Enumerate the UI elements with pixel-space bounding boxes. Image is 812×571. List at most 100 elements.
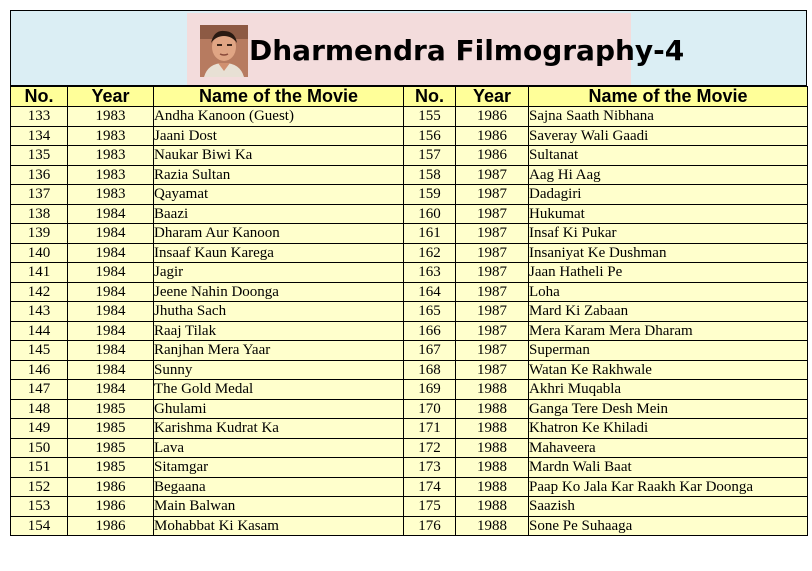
table-row: 147 1984 The Gold Medal 169 1988 Akhri Muqabl… [10,379,808,400]
film-year: 1986 [67,496,154,517]
title-box: Dharmendra Filmography-4 [187,13,684,85]
film-number: 148 [10,398,68,419]
film-name: Naukar Biwi Ka [153,145,404,166]
film-number: 151 [10,457,68,478]
film-name: Jeene Nahin Doonga [153,281,404,302]
table-row: 139 1984 Dharam Aur Kanoon 161 1987 Insaf Ki … [10,223,808,244]
film-number: 152 [10,476,68,497]
film-year: 1986 [67,515,154,536]
film-number: 143 [10,301,68,322]
film-name: Sajna Saath Nibhana [528,106,808,127]
film-number: 140 [10,242,68,263]
film-year: 1985 [67,457,154,478]
film-number: 172 [403,437,456,458]
film-name: Jagir [153,262,404,283]
film-number: 165 [403,301,456,322]
film-name: Watan Ke Rakhwale [528,359,808,380]
table-row: 154 1986 Mohabbat Ki Kasam 176 1988 Sone Pe S… [10,515,808,536]
film-name: Sone Pe Suhaaga [528,515,808,536]
film-number: 136 [10,164,68,185]
table-row: 152 1986 Begaana 174 1988 Paap Ko Jala Kar Ra… [10,476,808,497]
film-year: 1987 [455,301,529,322]
film-name: Aag Hi Aag [528,164,808,185]
table-row: 135 1983 Naukar Biwi Ka 157 1986 Sultanat [10,145,808,166]
filmography-table: No. Year Name of the Movie No. Year Name… [10,86,808,536]
film-year: 1987 [455,223,529,244]
table-row: 146 1984 Sunny 168 1987 Watan Ke Rakhwale [10,359,808,380]
film-year: 1987 [455,262,529,283]
film-number: 153 [10,496,68,517]
film-number: 164 [403,281,456,302]
film-name: Begaana [153,476,404,497]
film-name: Paap Ko Jala Kar Raakh Kar Doonga [528,476,808,497]
film-year: 1985 [67,418,154,439]
film-year: 1984 [67,320,154,341]
film-number: 134 [10,125,68,146]
film-number: 162 [403,242,456,263]
film-year: 1985 [67,398,154,419]
film-number: 133 [10,106,68,127]
film-name: Saazish [528,496,808,517]
table-row: 149 1985 Karishma Kudrat Ka 171 1988 Khatron … [10,418,808,439]
film-name: Mera Karam Mera Dharam [528,320,808,341]
film-name: Raaj Tilak [153,320,404,341]
column-header-no: No. [403,86,456,107]
film-name: Razia Sultan [153,164,404,185]
film-name: Lava [153,437,404,458]
table-row: 144 1984 Raaj Tilak 166 1987 Mera Karam Mera … [10,320,808,341]
film-name: Mardn Wali Baat [528,457,808,478]
page-title: Dharmendra Filmography-4 [249,34,685,67]
film-number: 159 [403,184,456,205]
film-number: 147 [10,379,68,400]
film-number: 144 [10,320,68,341]
film-name: Insaaf Kaun Karega [153,242,404,263]
film-name: The Gold Medal [153,379,404,400]
film-name: Hukumat [528,203,808,224]
table-row: 150 1985 Lava 172 1988 Mahaveera [10,437,808,458]
table-row: 151 1985 Sitamgar 173 1988 Mardn Wali Baat [10,457,808,478]
film-name: Superman [528,340,808,361]
table-row: 153 1986 Main Balwan 175 1988 Saazish [10,496,808,517]
film-name: Sitamgar [153,457,404,478]
film-name: Ganga Tere Desh Mein [528,398,808,419]
film-number: 146 [10,359,68,380]
film-number: 167 [403,340,456,361]
table-row: 137 1983 Qayamat 159 1987 Dadagiri [10,184,808,205]
film-name: Mohabbat Ki Kasam [153,515,404,536]
film-year: 1986 [67,476,154,497]
film-name: Dharam Aur Kanoon [153,223,404,244]
film-number: 163 [403,262,456,283]
film-name: Sunny [153,359,404,380]
film-year: 1983 [67,145,154,166]
film-year: 1984 [67,242,154,263]
table-row: 143 1984 Jhutha Sach 165 1987 Mard Ki Zabaan [10,301,808,322]
film-year: 1983 [67,106,154,127]
film-year: 1984 [67,301,154,322]
table-row: 138 1984 Baazi 160 1987 Hukumat [10,203,808,224]
film-year: 1987 [455,164,529,185]
film-number: 138 [10,203,68,224]
film-name: Sultanat [528,145,808,166]
film-number: 173 [403,457,456,478]
film-number: 142 [10,281,68,302]
film-year: 1987 [455,281,529,302]
film-number: 170 [403,398,456,419]
actor-portrait-icon [200,25,248,77]
table-row: 148 1985 Ghulami 170 1988 Ganga Tere Desh Mei… [10,398,808,419]
table-row: 141 1984 Jagir 163 1987 Jaan Hatheli Pe [10,262,808,283]
film-number: 141 [10,262,68,283]
film-name: Jhutha Sach [153,301,404,322]
table-row: 140 1984 Insaaf Kaun Karega 162 1987 Insaniya… [10,242,808,263]
film-number: 155 [403,106,456,127]
film-name: Mahaveera [528,437,808,458]
film-number: 166 [403,320,456,341]
film-year: 1987 [455,320,529,341]
film-number: 174 [403,476,456,497]
film-number: 157 [403,145,456,166]
film-number: 149 [10,418,68,439]
film-year: 1988 [455,515,529,536]
film-name: Qayamat [153,184,404,205]
film-year: 1988 [455,457,529,478]
film-number: 161 [403,223,456,244]
film-number: 156 [403,125,456,146]
